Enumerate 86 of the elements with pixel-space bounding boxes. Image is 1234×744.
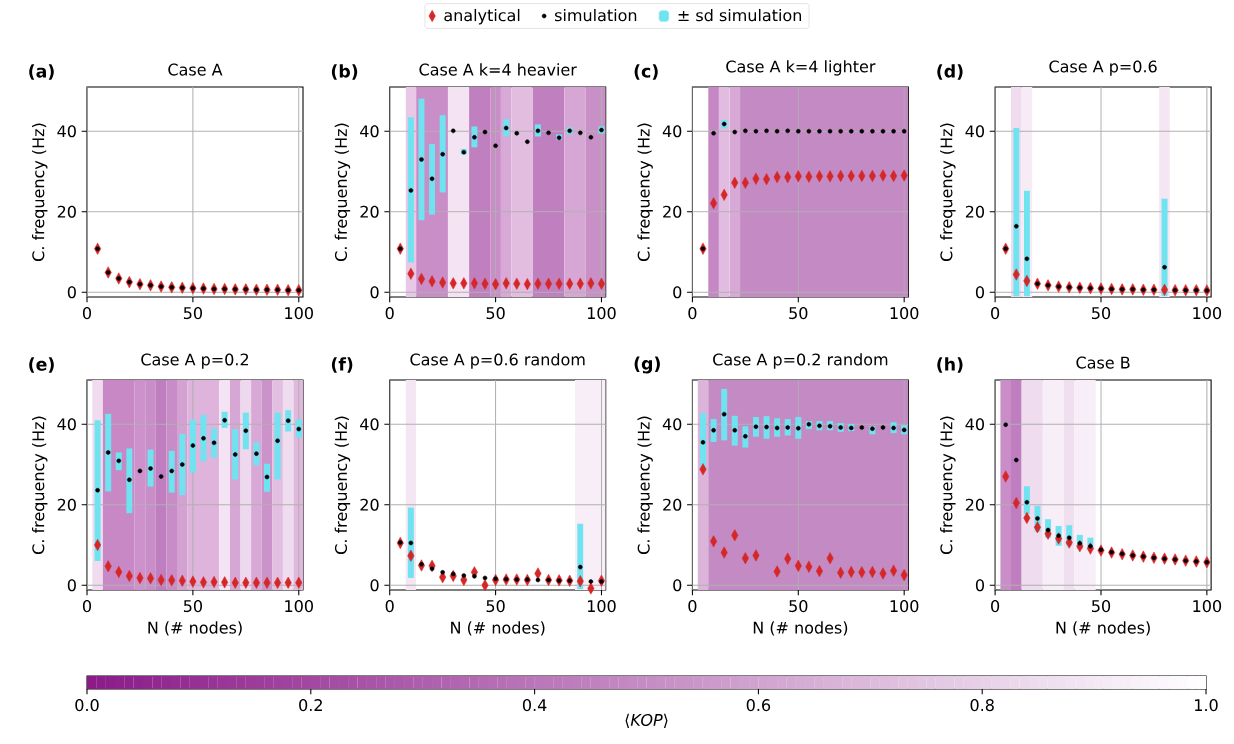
text: (a) [29,64,54,80]
x-tick-label: 50 [183,307,202,320]
color-bar-label: 0.4 [522,699,547,712]
y-tick-label: 40 [662,125,682,138]
text: (b) [331,64,358,80]
x-tick-label: 50 [1092,600,1111,613]
text: (f) [331,357,353,373]
color-bar-label: 0.0 [75,699,99,712]
x-tick-label: 100 [285,307,313,320]
y-tick-label: 40 [360,125,379,138]
x-tick-label: 0 [991,600,1000,613]
x-axis-title: N (# nodes) [1056,621,1150,636]
y-tick-label: 20 [663,498,682,511]
chart-title: Case A [168,63,223,76]
text: (e) [29,357,54,373]
color-bar-label: 0.8 [970,699,994,712]
y-axis-title: C. frequency (Hz) [31,416,48,554]
y-axis-title: C. frequency (Hz) [334,416,351,554]
x-tick-label: 0 [82,307,92,320]
x-tick-label: 50 [789,307,808,320]
x-tick-label: 100 [890,600,919,613]
y-tick-label: 20 [57,498,76,511]
y-tick-label: 20 [57,205,76,218]
y-axis-title: C. frequency (Hz) [940,123,956,261]
chart-title: Case B [1076,356,1130,369]
x-tick-label: 0 [82,600,92,613]
chart-title: Case A p=0.6 [1049,60,1157,76]
x-axis-title: N (# nodes) [148,621,242,636]
chart-title: Case A p=0.2 [141,353,249,369]
legend-label: analytical [444,8,520,25]
y-tick-label: 40 [965,418,984,431]
chart-title: Case A p=0.6 random [410,353,585,369]
y-axis-title: C. frequency (Hz) [334,123,351,261]
x-axis-title: N (# nodes) [451,621,545,636]
y-tick-label: 40 [965,125,984,138]
y-tick-label: 0 [673,579,682,592]
color-bar-label: 0.6 [746,699,771,712]
y-axis-title: C. frequency (Hz) [940,416,956,554]
y-tick-label: 0 [67,579,76,592]
y-tick-label: 0 [67,286,76,299]
x-tick-label: 100 [1193,307,1222,320]
x-tick-label: 100 [587,307,616,320]
y-tick-label: 20 [965,205,984,218]
x-tick-label: 0 [385,307,394,320]
x-tick-label: 0 [688,600,697,613]
y-tick-label: 0 [370,579,379,592]
x-axis-title: N (# nodes) [753,621,848,636]
x-tick-label: 0 [385,600,394,613]
x-tick-label: 50 [183,600,202,613]
chart-title: Case A k=4 heavier [419,63,577,76]
x-tick-label: 100 [587,600,616,613]
x-tick-label: 50 [486,600,505,613]
y-axis-title: C. frequency (Hz) [31,123,48,261]
y-tick-label: 40 [360,418,379,431]
x-tick-label: 100 [285,600,313,613]
y-tick-label: 20 [965,498,984,511]
x-tick-label: 50 [789,600,808,613]
y-tick-label: 0 [673,286,682,299]
color-bar-title: ⟨KOP⟩ [625,713,668,728]
text: (h) [937,357,963,373]
y-tick-label: 40 [662,418,682,431]
x-tick-label: 50 [1092,307,1111,320]
legend-label: simulation [554,8,637,22]
y-tick-label: 0 [975,286,984,299]
text: (d) [937,64,963,80]
text: (g) [634,356,660,374]
y-tick-label: 20 [360,205,379,218]
text: ± sd simulation [678,8,802,22]
chart-title: Case A k=4 lighter [726,60,876,76]
color-bar-label: 0.2 [299,699,322,712]
x-tick-label: 0 [688,307,697,320]
y-axis-title: C. frequency (Hz) [637,416,653,554]
color-bar-label: 1.0 [1195,699,1218,712]
y-tick-label: 20 [360,498,379,511]
x-tick-label: 0 [991,307,1000,320]
x-tick-label: 100 [890,307,919,320]
y-tick-label: 0 [975,579,984,592]
y-tick-label: 40 [57,418,76,431]
x-tick-label: 50 [486,307,505,320]
chart-title: Case A p=0.2 random [713,353,888,369]
text: (c) [634,64,658,80]
y-tick-label: 40 [57,125,76,138]
y-tick-label: 0 [370,286,379,299]
y-tick-label: 20 [663,205,682,218]
y-axis-title: C. frequency (Hz) [637,123,653,261]
x-tick-label: 100 [1193,600,1222,613]
